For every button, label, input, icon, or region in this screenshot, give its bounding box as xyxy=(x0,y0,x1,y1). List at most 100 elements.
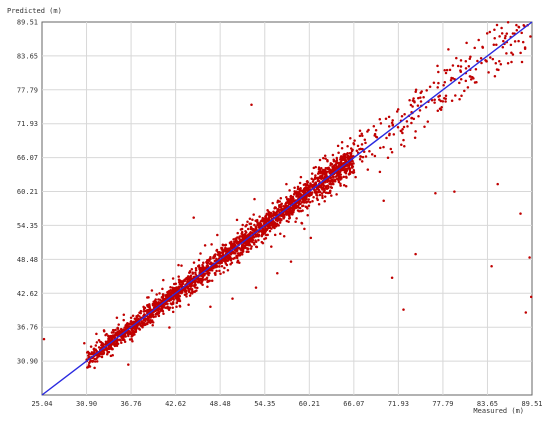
data-point xyxy=(459,59,463,62)
data-point xyxy=(328,171,332,175)
data-point xyxy=(282,235,286,238)
data-point xyxy=(177,263,180,267)
data-point xyxy=(487,71,490,74)
data-point xyxy=(315,194,319,197)
data-point xyxy=(179,279,183,283)
data-point xyxy=(98,353,101,356)
data-point xyxy=(329,180,332,183)
data-point xyxy=(285,182,288,186)
data-point xyxy=(523,46,527,49)
data-point xyxy=(278,203,281,207)
data-point xyxy=(510,60,513,64)
data-point xyxy=(157,307,161,310)
data-point xyxy=(203,274,206,277)
data-point xyxy=(366,168,370,171)
y-tick-label: 42.62 xyxy=(17,290,38,298)
data-point xyxy=(115,316,119,319)
data-point xyxy=(162,312,165,315)
data-point xyxy=(325,170,328,174)
data-point xyxy=(249,247,253,250)
data-point xyxy=(104,342,108,345)
data-point xyxy=(291,205,295,209)
data-point xyxy=(490,264,493,268)
data-point xyxy=(401,127,404,131)
data-point xyxy=(295,217,298,220)
data-point xyxy=(389,147,393,151)
data-point xyxy=(280,202,283,205)
data-point xyxy=(344,185,348,188)
data-point xyxy=(443,97,446,100)
data-point xyxy=(312,166,316,170)
data-point xyxy=(297,200,301,204)
data-point xyxy=(208,257,212,260)
x-tick-label: 77.79 xyxy=(432,400,453,408)
data-point xyxy=(324,191,328,195)
data-point xyxy=(318,193,322,197)
data-point xyxy=(350,170,354,174)
data-point xyxy=(342,175,346,179)
data-point xyxy=(382,145,385,149)
data-point xyxy=(493,28,496,32)
data-point xyxy=(176,296,179,300)
data-point xyxy=(524,311,528,314)
data-point xyxy=(399,129,403,133)
data-point xyxy=(226,269,230,272)
data-point xyxy=(317,179,320,182)
data-point xyxy=(509,43,513,47)
data-point xyxy=(464,79,468,83)
data-point xyxy=(263,237,266,241)
data-point xyxy=(162,278,165,282)
data-point xyxy=(157,314,161,318)
data-point xyxy=(122,313,126,317)
data-point xyxy=(513,40,517,43)
data-point xyxy=(122,328,125,331)
data-point xyxy=(157,312,161,315)
data-point xyxy=(248,243,252,247)
data-point xyxy=(390,276,394,280)
data-point xyxy=(334,167,338,170)
data-point xyxy=(493,37,496,40)
data-point xyxy=(310,172,314,175)
data-point xyxy=(364,155,368,158)
data-point xyxy=(322,184,326,188)
data-point xyxy=(336,174,339,177)
y-tick-label: 60.21 xyxy=(17,188,38,196)
data-point xyxy=(196,286,199,290)
y-tick-label: 54.35 xyxy=(17,222,38,230)
data-point xyxy=(314,174,317,177)
data-point xyxy=(419,96,422,99)
data-point xyxy=(477,38,480,42)
data-point xyxy=(100,341,104,345)
data-point xyxy=(273,211,276,215)
data-point xyxy=(230,240,233,244)
data-point xyxy=(240,230,244,234)
data-point xyxy=(229,258,233,261)
data-point xyxy=(235,218,239,222)
data-point xyxy=(154,298,157,301)
data-point xyxy=(520,60,524,64)
data-point xyxy=(285,201,288,205)
data-point xyxy=(161,293,165,296)
data-point xyxy=(282,217,285,220)
data-point xyxy=(97,339,101,342)
data-point xyxy=(306,214,309,217)
data-point xyxy=(219,272,222,275)
data-point xyxy=(340,146,344,150)
data-point xyxy=(503,36,507,40)
data-point xyxy=(254,226,258,230)
data-point xyxy=(193,283,196,287)
data-point xyxy=(349,151,353,155)
x-tick-labels: 25.04 30.90 36.76 42.62 48.48 54.35 60.21 66.07… xyxy=(31,400,542,408)
data-point xyxy=(208,259,211,262)
data-point xyxy=(168,326,171,329)
data-point xyxy=(110,346,113,350)
data-point xyxy=(133,333,136,336)
data-point xyxy=(243,246,246,249)
data-point xyxy=(313,188,316,192)
data-point xyxy=(116,339,119,342)
y-tick-label: 71.93 xyxy=(17,120,38,128)
data-point xyxy=(378,170,382,174)
data-point xyxy=(248,217,252,220)
data-point xyxy=(198,279,202,282)
